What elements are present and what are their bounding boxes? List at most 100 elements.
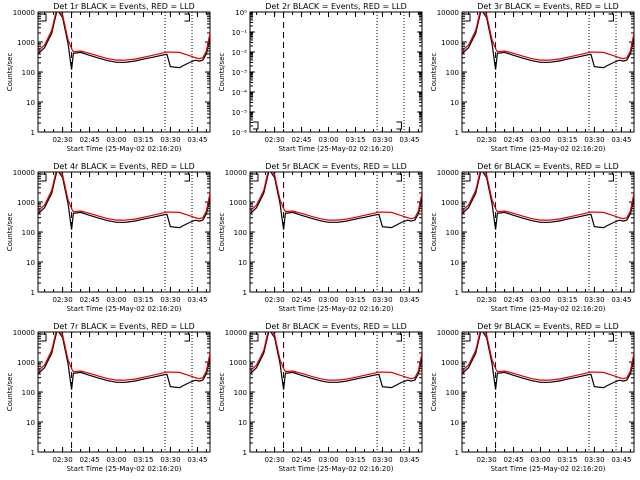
lld-series-line [250, 172, 422, 221]
y-axis-label: Counts/sec [218, 373, 226, 412]
panel-title: Det 9r BLACK = Events, RED = LLD [477, 322, 619, 331]
x-tick-label: 03:15 [345, 456, 365, 464]
events-series-line [38, 12, 210, 70]
y-tick-label: 1 [455, 129, 459, 137]
x-tick-label: 03:00 [106, 456, 126, 464]
y-tick-label: 1 [31, 449, 35, 457]
x-axis-label: Start Time (25-May-02 02:16:20) [278, 145, 393, 153]
y-tick-label: 10⁻⁴ [232, 89, 248, 97]
y-tick-label: 10 [450, 99, 459, 107]
x-tick-label: 03:30 [372, 136, 392, 144]
panel-4: Det 4r BLACK = Events, RED = LLD 1 10 100 10… [6, 162, 211, 313]
x-tick-label: 03:00 [530, 136, 550, 144]
x-tick-label: 02:45 [79, 136, 99, 144]
x-tick-label: 02:30 [476, 296, 496, 304]
x-axis-label: Start Time (25-May-02 02:16:20) [490, 305, 605, 313]
bracket-marker [41, 333, 47, 342]
plot-frame [249, 171, 423, 293]
plot-frame [37, 331, 211, 453]
x-tick-label: 03:45 [611, 296, 631, 304]
y-tick-label: 10⁻⁵ [232, 109, 248, 117]
y-tick-label: 10 [450, 419, 459, 427]
plot-frame [461, 11, 635, 133]
x-tick-label: 03:45 [187, 296, 207, 304]
y-tick-label: 10000 [13, 9, 35, 17]
y-tick-label: 1 [31, 289, 35, 297]
bracket-marker [608, 333, 614, 342]
plot-frame [461, 331, 635, 453]
bracket-marker [184, 333, 190, 342]
events-series-line [462, 172, 634, 230]
x-tick-label: 02:30 [476, 456, 496, 464]
y-tick-label: 10⁻¹ [232, 29, 248, 37]
y-tick-label: 10000 [13, 169, 35, 177]
y-axis-label: Counts/sec [430, 53, 438, 92]
y-tick-label: 1000 [17, 359, 35, 367]
bracket-marker [608, 13, 614, 22]
x-tick-label: 03:15 [133, 456, 153, 464]
y-tick-label: 10000 [225, 169, 247, 177]
y-tick-label: 1 [455, 449, 459, 457]
y-tick-label: 10 [238, 259, 247, 267]
y-tick-label: 100 [446, 229, 459, 237]
x-tick-label: 03:45 [611, 456, 631, 464]
lld-series-line [38, 332, 210, 381]
panel-title: Det 4r BLACK = Events, RED = LLD [53, 162, 195, 171]
panel-8: Det 8r BLACK = Events, RED = LLD 1 10 100 10… [218, 322, 423, 473]
bracket-marker [253, 333, 259, 342]
x-tick-label: 03:45 [187, 136, 207, 144]
panel-2: Det 2r BLACK = Events, RED = LLD 10⁰ 10⁻¹ 1… [218, 2, 423, 153]
y-tick-label: 10⁰ [235, 9, 247, 17]
x-tick-label: 03:45 [611, 136, 631, 144]
x-tick-label: 02:30 [52, 136, 72, 144]
lld-series-line [250, 332, 422, 381]
plot-frame [37, 171, 211, 293]
bracket-marker [465, 333, 471, 342]
y-tick-label: 1000 [17, 39, 35, 47]
x-tick-label: 03:30 [584, 296, 604, 304]
y-tick-label: 10⁻⁶ [232, 129, 248, 137]
x-tick-label: 03:15 [557, 456, 577, 464]
y-tick-label: 1000 [441, 39, 459, 47]
x-tick-label: 03:00 [530, 456, 550, 464]
x-axis-label: Start Time (25-May-02 02:16:20) [66, 145, 181, 153]
events-series-line [250, 172, 422, 230]
x-tick-label: 02:45 [503, 136, 523, 144]
y-tick-label: 10 [450, 259, 459, 267]
y-tick-label: 100 [234, 229, 247, 237]
y-tick-label: 10 [26, 419, 35, 427]
x-tick-label: 03:00 [318, 136, 338, 144]
lld-series-line [462, 332, 634, 381]
x-tick-label: 03:30 [160, 456, 180, 464]
panel-3: Det 3r BLACK = Events, RED = LLD 1 10 100 10… [430, 2, 635, 153]
y-tick-label: 100 [22, 389, 35, 397]
bracket-marker [253, 173, 259, 182]
x-tick-label: 02:30 [476, 136, 496, 144]
x-tick-label: 03:15 [557, 136, 577, 144]
x-tick-label: 02:45 [79, 456, 99, 464]
bracket-marker [41, 13, 47, 22]
plot-frame [37, 11, 211, 133]
y-tick-label: 10000 [13, 329, 35, 337]
x-tick-label: 03:15 [133, 296, 153, 304]
x-tick-label: 03:45 [399, 136, 419, 144]
y-tick-label: 1000 [229, 199, 247, 207]
y-tick-label: 1000 [441, 199, 459, 207]
plot-frame [249, 11, 423, 133]
x-tick-label: 03:00 [106, 296, 126, 304]
y-tick-label: 10⁻³ [232, 69, 248, 77]
y-tick-label: 10⁻² [232, 49, 248, 57]
panel-6: Det 6r BLACK = Events, RED = LLD 1 10 100 10… [430, 162, 635, 313]
bracket-marker [396, 173, 402, 182]
y-tick-label: 100 [446, 69, 459, 77]
x-tick-label: 03:30 [584, 456, 604, 464]
y-tick-label: 10 [238, 419, 247, 427]
y-tick-label: 10000 [225, 329, 247, 337]
x-tick-label: 03:15 [557, 296, 577, 304]
events-series-line [462, 332, 634, 390]
plot-frame [461, 171, 635, 293]
bracket-marker [396, 121, 402, 130]
x-tick-label: 02:45 [503, 456, 523, 464]
y-tick-label: 1000 [441, 359, 459, 367]
